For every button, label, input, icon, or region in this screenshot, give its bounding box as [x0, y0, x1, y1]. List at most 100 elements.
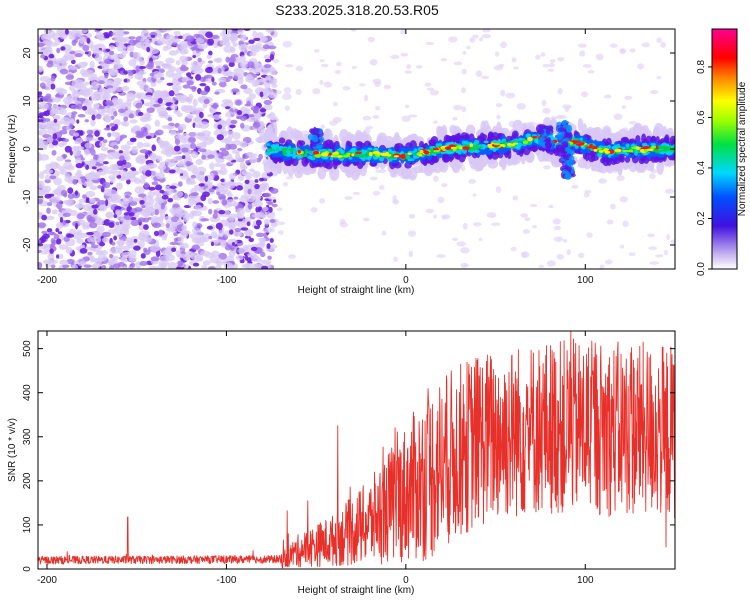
noise-blob	[91, 244, 99, 249]
noise-blob	[109, 265, 115, 269]
noise-blob	[247, 188, 252, 195]
noise-blob	[232, 230, 243, 237]
background-speckle	[310, 207, 318, 213]
signal-burst	[560, 148, 566, 155]
noise-blob	[181, 147, 189, 153]
noise-blob	[208, 266, 215, 269]
noise-blob	[220, 239, 227, 248]
noise-blob	[123, 31, 130, 35]
noise-blob	[195, 74, 202, 81]
noise-blob	[254, 179, 259, 183]
noise-blob	[226, 156, 234, 162]
noise-blob	[249, 155, 258, 164]
noise-blob	[48, 161, 60, 170]
noise-blob	[113, 63, 122, 70]
noise-blob	[89, 158, 97, 166]
noise-blob	[164, 99, 175, 104]
noise-blob	[207, 198, 213, 205]
signal-blob	[650, 143, 657, 146]
noise-blob	[90, 148, 96, 156]
background-speckle	[276, 221, 286, 226]
noise-blob	[257, 206, 263, 212]
noise-blob	[217, 67, 222, 74]
background-speckle	[556, 57, 565, 62]
background-speckle	[285, 176, 294, 180]
noise-blob	[116, 240, 125, 246]
background-speckle	[312, 88, 321, 95]
signal-blob	[624, 156, 631, 163]
noise-blob	[263, 99, 273, 105]
noise-blob	[227, 238, 238, 245]
signal-blob	[301, 156, 309, 167]
background-speckle	[282, 182, 289, 187]
noise-blob	[75, 30, 83, 38]
background-speckle	[267, 226, 275, 233]
noise-blob	[181, 155, 186, 160]
noise-blob	[74, 222, 79, 230]
noise-blob	[223, 262, 233, 269]
noise-blob	[56, 202, 63, 210]
signal-peak	[393, 155, 399, 158]
noise-blob	[56, 254, 60, 259]
noise-blob	[54, 94, 61, 98]
noise-blob	[154, 60, 165, 67]
noise-blob	[234, 57, 242, 64]
noise-blob	[245, 76, 255, 83]
noise-blob	[201, 264, 208, 269]
noise-blob	[44, 40, 54, 45]
signal-peak	[572, 140, 580, 144]
noise-blob	[62, 264, 70, 268]
noise-blob	[41, 214, 48, 221]
noise-blob	[87, 134, 93, 138]
noise-blob	[129, 138, 137, 143]
background-speckle	[495, 103, 503, 108]
noise-blob	[173, 109, 181, 115]
noise-blob	[228, 56, 236, 63]
signal-peak	[531, 136, 538, 139]
noise-blob	[68, 55, 75, 61]
noise-blob	[214, 91, 220, 95]
noise-blob	[206, 225, 214, 230]
background-speckle	[451, 237, 459, 242]
background-speckle	[437, 196, 445, 204]
noise-blob	[53, 177, 63, 186]
noise-blob	[87, 251, 93, 256]
noise-blob	[263, 104, 273, 111]
background-speckle	[656, 76, 662, 80]
background-speckle	[336, 61, 342, 67]
noise-blob	[262, 90, 271, 97]
noise-blob	[252, 108, 259, 114]
signal-blob	[498, 146, 506, 152]
background-speckle	[628, 120, 637, 125]
noise-blob	[165, 57, 175, 64]
noise-blob	[243, 187, 249, 196]
noise-blob	[139, 199, 145, 205]
noise-blob	[72, 179, 78, 185]
signal-blob	[581, 123, 588, 136]
noise-blob	[246, 221, 251, 227]
noise-blob	[213, 209, 219, 214]
noise-blob	[141, 29, 148, 34]
noise-blob	[245, 229, 253, 237]
chart-title: S233.2025.318.20.53.R05	[275, 2, 439, 18]
noise-blob	[219, 39, 228, 46]
noise-blob	[64, 176, 72, 183]
noise-blob	[270, 187, 279, 194]
noise-blob	[191, 169, 198, 175]
signal-blob	[406, 157, 409, 160]
noise-blob	[112, 145, 119, 150]
noise-blob	[59, 68, 69, 75]
noise-blob	[128, 39, 137, 47]
background-speckle	[295, 65, 303, 72]
background-speckle	[548, 62, 555, 68]
noise-blob	[248, 114, 255, 118]
background-speckle	[383, 84, 392, 90]
noise-blob	[134, 72, 142, 80]
noise-blob	[106, 79, 114, 87]
noise-blob	[113, 83, 119, 89]
noise-blob	[63, 138, 70, 143]
noise-blob	[38, 103, 43, 109]
noise-blob	[157, 97, 163, 104]
signal-peak	[643, 149, 649, 153]
signal-blob	[636, 140, 642, 145]
